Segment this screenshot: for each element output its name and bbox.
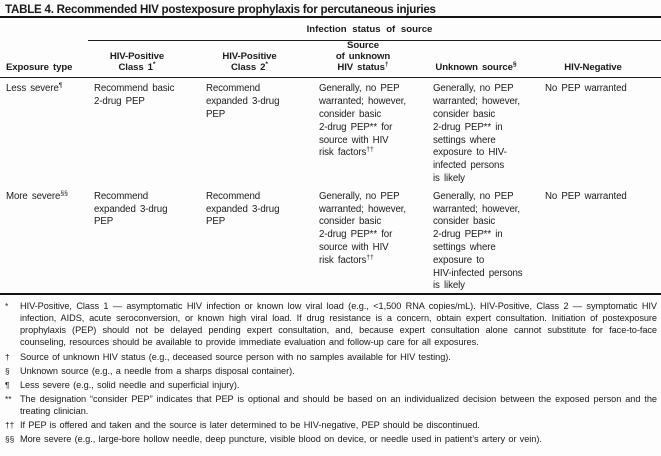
footnote-marker-ref: * [265, 60, 269, 68]
footnote-marker: †† [5, 419, 15, 430]
footnote-text: Source of unknown HIV status (e.g., dece… [20, 351, 451, 362]
cell-less-severe-unknown-source: Generally, no PEP warranted; however, co… [433, 83, 520, 184]
footnote-marker-ref: †† [366, 253, 374, 261]
footnote-marker-ref: †† [366, 146, 374, 154]
column-header-row: Exposure type HIV-Positive Class 1* HIV-… [0, 40, 661, 79]
footnote-marker: ¶ [5, 379, 10, 390]
footnote-text: HIV-Positive, Class 1 — asymptomatic HIV… [20, 301, 657, 348]
footnote: * HIV-Positive, Class 1 — asymptomatic H… [5, 300, 657, 348]
infection-status-header: Infection status of source [88, 18, 661, 41]
col-header-hiv-positive-class2: HIV-Positive Class 2* [200, 40, 313, 79]
table-title: TABLE 4. Recommended HIV postexposure pr… [5, 3, 436, 16]
footnotes-section: * HIV-Positive, Class 1 — asymptomatic H… [0, 295, 661, 445]
cell-exposure-more-severe: More severe§§ [6, 189, 68, 202]
col-header-source-unknown-status: Source of unknown HIV status† [313, 40, 427, 79]
footnote-text: Unknown source (e.g., a needle from a sh… [20, 365, 295, 376]
footnote-marker: † [5, 351, 10, 362]
infection-status-label: Infection status of source [306, 24, 433, 35]
table-row-less-severe: Less severe¶ Recommend basic 2-drug PEP … [0, 78, 661, 186]
footnote-text: Less severe (e.g., solid needle and supe… [20, 379, 240, 390]
footnote: †† If PEP is offered and taken and the s… [5, 419, 657, 431]
footnote-marker: § [5, 365, 10, 376]
footnote-text: If PEP is offered and taken and the sour… [20, 419, 480, 430]
cell-more-severe-class1: Recommend expanded 3-drug PEP [94, 190, 168, 228]
footnote-marker-ref: §§ [60, 189, 68, 197]
cell-more-severe-unknown-status: Generally, no PEP warranted; however, co… [319, 190, 406, 266]
footnote: § Unknown source (e.g., a needle from a … [5, 365, 657, 377]
col-header-exposure-type: Exposure type [0, 40, 88, 79]
cell-less-severe-unknown-status: Generally, no PEP warranted; however, co… [319, 83, 406, 159]
col-header-hiv-negative: HIV-Negative [539, 40, 661, 79]
footnote-marker: * [5, 301, 9, 312]
table-row-more-severe: More severe§§ Recommend expanded 3-drug … [0, 186, 661, 294]
cell-more-severe-unknown-source: Generally, no PEP warranted; however, co… [433, 190, 523, 292]
footnote-marker-ref: § [512, 60, 517, 68]
footnote: ** The designation “consider PEP” indica… [5, 393, 657, 417]
cell-exposure-less-severe: Less severe¶ [6, 82, 63, 95]
footnote: † Source of unknown HIV status (e.g., de… [5, 351, 657, 363]
title-divider [0, 16, 661, 18]
cell-less-severe-hiv-negative: No PEP warranted [545, 83, 627, 95]
footnote-marker: §§ [5, 434, 15, 445]
footnote-marker-ref: † [384, 60, 389, 68]
blank-corner-cell [0, 18, 88, 41]
span-header-row: Infection status of source [0, 18, 661, 41]
col-header-unknown-source: Unknown source§ [427, 40, 539, 79]
cell-more-severe-hiv-negative: No PEP warranted [545, 190, 627, 202]
footnote-marker-ref: ¶ [58, 82, 63, 90]
footnote-text: The designation “consider PEP” indicates… [20, 393, 657, 416]
footnote: ¶ Less severe (e.g., solid needle and su… [5, 379, 657, 391]
cell-less-severe-class1: Recommend basic 2-drug PEP [94, 83, 175, 108]
col-header-hiv-positive-class1: HIV-Positive Class 1* [88, 40, 200, 79]
footnote-marker: ** [5, 393, 12, 404]
footnote-text: More severe (e.g., large-bore hollow nee… [20, 434, 542, 445]
cell-less-severe-class2: Recommend expanded 3-drug PEP [206, 83, 280, 120]
footnote-marker-ref: * [152, 60, 156, 68]
pep-table: Infection status of source Exposure type… [0, 18, 661, 296]
footnote: §§ More severe (e.g., large-bore hollow … [5, 433, 657, 445]
cell-more-severe-class2: Recommend expanded 3-drug PEP [206, 190, 280, 228]
